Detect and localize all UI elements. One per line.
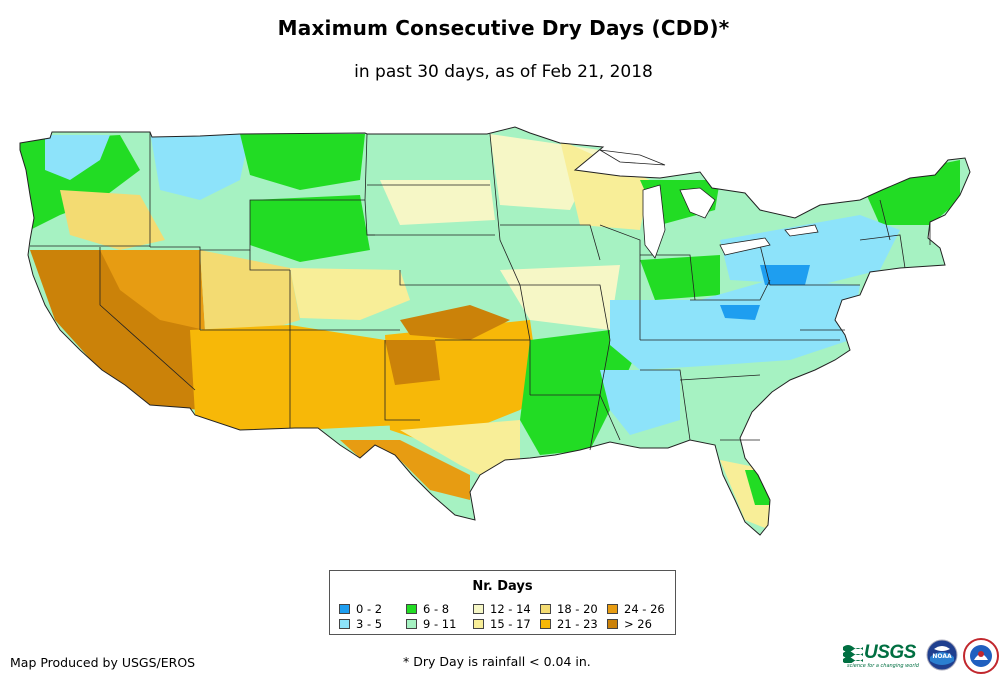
legend-item-9-11: 9 - 11	[406, 616, 473, 631]
legend-swatch	[339, 603, 350, 614]
region-nm-dark	[385, 340, 440, 385]
legend-swatch	[540, 603, 551, 614]
map-title: Maximum Consecutive Dry Days (CDD)*	[277, 16, 730, 40]
dry-day-footnote: * Dry Day is rainfall < 0.04 in.	[403, 654, 591, 669]
agency-logos: USGS science for a changing world NOAA	[843, 638, 1003, 678]
legend-item-15-17: 15 - 17	[473, 616, 540, 631]
legend-item-3-5: 3 - 5	[339, 616, 406, 631]
great-lakes	[599, 149, 819, 259]
region-pnw-blue	[45, 135, 110, 180]
legend-item-0-2: 0 - 2	[339, 601, 406, 616]
legend-swatch	[473, 603, 484, 614]
region-mt-green	[240, 134, 365, 190]
region-co-yellow	[290, 268, 410, 320]
region-ga-mint	[680, 370, 760, 460]
legend-swatch	[339, 618, 350, 629]
region-sd-cream	[380, 180, 495, 225]
region-wi-yellow	[560, 140, 650, 230]
region-tx-coast-yellow	[400, 420, 520, 475]
legend-label: 9 - 11	[423, 616, 457, 631]
legend-label: 0 - 2	[356, 601, 383, 616]
legend-swatch	[607, 603, 618, 614]
usgs-wave-icon	[843, 645, 863, 663]
nws-logo-icon	[963, 638, 999, 674]
legend-label: 15 - 17	[490, 616, 531, 631]
region-az-nm-gold	[190, 325, 400, 430]
region-wv-darkblue	[720, 305, 760, 320]
cdd-regions	[20, 127, 970, 535]
legend-item-18-20: 18 - 20	[540, 601, 607, 616]
region-mo-cream	[500, 265, 620, 330]
noaa-logo-text: NOAA	[932, 653, 952, 660]
us-cdd-map	[19, 126, 971, 536]
region-al-blue	[600, 370, 680, 435]
legend-grid: 0 - 2 6 - 8 12 - 14 18 - 20 24 - 26 3 - …	[339, 601, 673, 631]
legend-label: 18 - 20	[557, 601, 598, 616]
region-wy-green	[250, 195, 370, 262]
legend-label: > 26	[624, 616, 652, 631]
region-ohio-valley-blue	[610, 280, 860, 370]
legend-swatch	[540, 618, 551, 629]
map-subtitle: in past 30 days, as of Feb 21, 2018	[354, 62, 653, 82]
legend: Nr. Days 0 - 2 6 - 8 12 - 14 18 - 20 24 …	[329, 570, 676, 635]
legend-swatch	[406, 618, 417, 629]
legend-item-12-14: 12 - 14	[473, 601, 540, 616]
legend-swatch	[607, 618, 618, 629]
legend-label: 3 - 5	[356, 616, 383, 631]
usgs-tagline: science for a changing world	[847, 663, 919, 669]
region-ks-ok-dark	[400, 305, 510, 340]
legend-swatch	[406, 603, 417, 614]
region-or-tan	[60, 190, 165, 250]
legend-label: 21 - 23	[557, 616, 598, 631]
usgs-logo-text: USGS	[864, 642, 916, 663]
legend-swatch	[473, 618, 484, 629]
legend-label: 6 - 8	[423, 601, 450, 616]
noaa-logo-icon: NOAA	[926, 639, 958, 671]
legend-label: 24 - 26	[624, 601, 665, 616]
legend-item-21-23: 21 - 23	[540, 616, 607, 631]
region-ut-tan	[200, 250, 300, 335]
region-nv-orange	[100, 250, 205, 330]
legend-label: 12 - 14	[490, 601, 531, 616]
legend-item-24-26: 24 - 26	[607, 601, 673, 616]
legend-item-gt-26: > 26	[607, 616, 673, 631]
legend-title: Nr. Days	[472, 579, 533, 594]
legend-item-6-8: 6 - 8	[406, 601, 473, 616]
region-pa-darkblue	[760, 265, 810, 285]
region-mt-blue	[150, 132, 250, 200]
credit-text: Map Produced by USGS/EROS	[10, 655, 196, 670]
region-oh-green	[640, 255, 720, 300]
region-ms-valley-green	[520, 330, 640, 455]
